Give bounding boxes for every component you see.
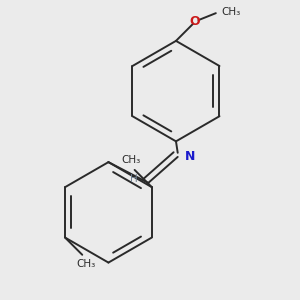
Text: H: H [130,174,138,184]
Text: CH₃: CH₃ [122,155,141,165]
Text: CH₃: CH₃ [221,7,240,17]
Text: O: O [190,15,200,28]
Text: N: N [185,150,196,164]
Text: CH₃: CH₃ [76,259,95,269]
